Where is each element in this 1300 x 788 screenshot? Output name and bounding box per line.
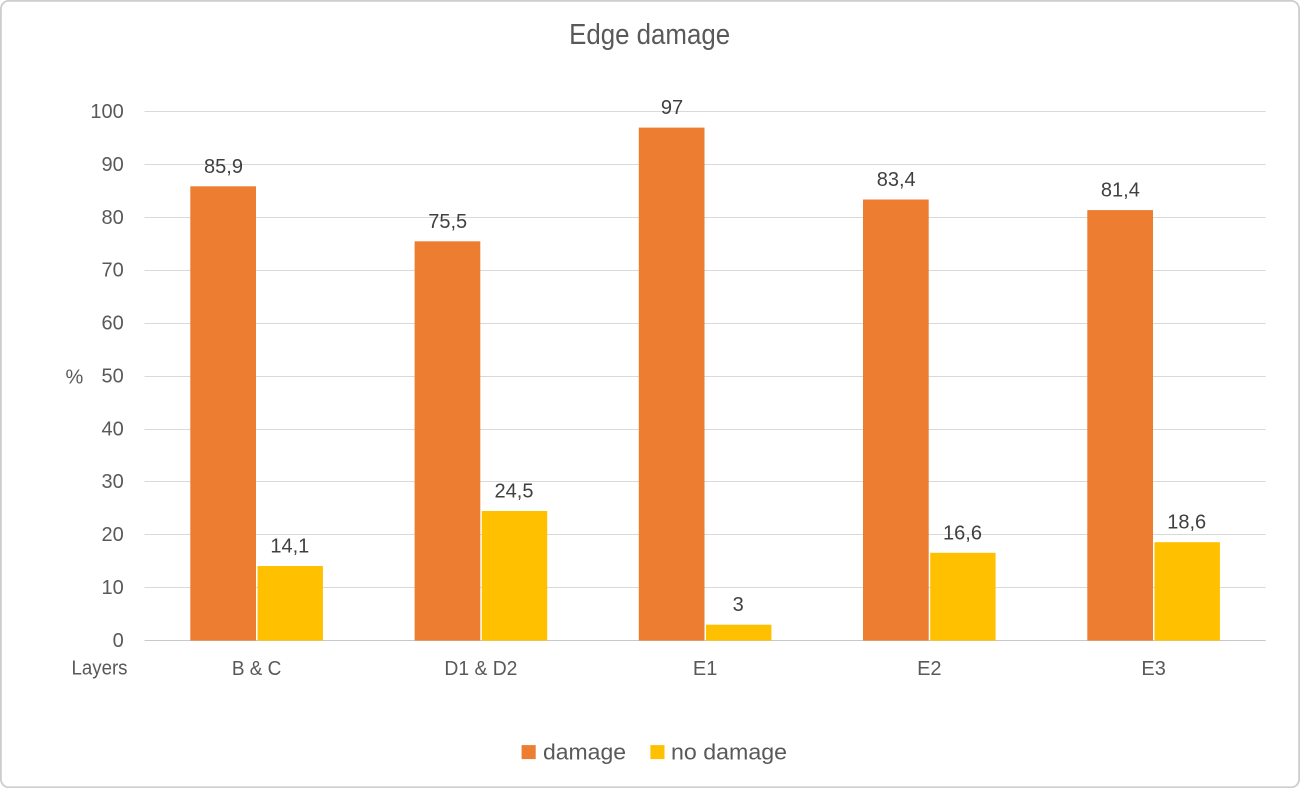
svg-text:0: 0 [113, 630, 124, 652]
svg-text:Layers: Layers [72, 658, 128, 680]
svg-text:E3: E3 [1141, 658, 1165, 680]
svg-text:50: 50 [102, 366, 124, 388]
svg-text:30: 30 [102, 471, 124, 493]
svg-text:60: 60 [102, 313, 124, 335]
svg-text:75,5: 75,5 [428, 211, 467, 233]
svg-text:B & C: B & C [232, 658, 282, 680]
svg-text:16,6: 16,6 [943, 522, 982, 544]
svg-text:83,4: 83,4 [877, 169, 916, 191]
svg-text:no damage: no damage [671, 739, 787, 764]
svg-text:24,5: 24,5 [495, 481, 534, 503]
svg-text:20: 20 [102, 524, 124, 546]
svg-text:3: 3 [733, 594, 744, 616]
svg-text:70: 70 [102, 260, 124, 282]
svg-text:D1 & D2: D1 & D2 [444, 658, 517, 680]
svg-text:E2: E2 [917, 658, 941, 680]
svg-text:90: 90 [102, 154, 124, 176]
svg-text:97: 97 [661, 97, 683, 119]
svg-text:81,4: 81,4 [1101, 180, 1140, 202]
svg-text:10: 10 [102, 577, 124, 599]
svg-text:80: 80 [102, 207, 124, 229]
svg-text:85,9: 85,9 [204, 156, 243, 178]
svg-text:14,1: 14,1 [270, 536, 309, 558]
svg-text:18,6: 18,6 [1167, 512, 1206, 534]
svg-text:%: % [66, 367, 84, 389]
svg-text:100: 100 [90, 101, 123, 123]
svg-text:40: 40 [102, 418, 124, 440]
svg-text:Edge damage: Edge damage [569, 19, 730, 51]
svg-text:damage: damage [543, 739, 626, 764]
svg-text:E1: E1 [693, 658, 717, 680]
